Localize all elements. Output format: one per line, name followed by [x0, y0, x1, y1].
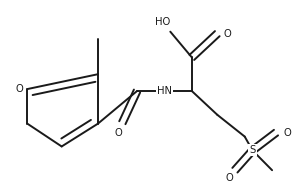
Text: O: O: [114, 128, 122, 138]
Text: O: O: [223, 29, 231, 39]
Text: O: O: [225, 173, 233, 183]
Text: HN: HN: [157, 86, 172, 96]
Text: S: S: [249, 145, 256, 155]
Text: O: O: [284, 128, 292, 138]
Text: HO: HO: [155, 17, 170, 27]
Text: O: O: [16, 84, 23, 94]
